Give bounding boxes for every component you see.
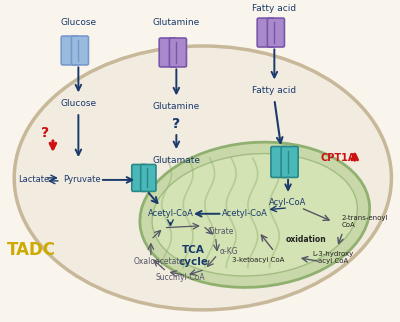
FancyBboxPatch shape xyxy=(271,147,288,177)
Text: oxidation: oxidation xyxy=(286,235,327,244)
Text: TADC: TADC xyxy=(7,241,56,259)
Ellipse shape xyxy=(140,142,370,288)
Text: ?: ? xyxy=(41,126,49,140)
Ellipse shape xyxy=(152,154,357,276)
Text: Oxaloacetate: Oxaloacetate xyxy=(133,257,184,266)
Ellipse shape xyxy=(14,46,392,310)
Text: Fatty acid: Fatty acid xyxy=(252,4,296,13)
Text: Pyruvate: Pyruvate xyxy=(64,175,101,185)
Text: Acyl-CoA: Acyl-CoA xyxy=(269,198,307,207)
Text: TCA: TCA xyxy=(182,245,204,255)
FancyBboxPatch shape xyxy=(132,165,147,191)
Text: Fatty acid: Fatty acid xyxy=(252,86,296,95)
FancyBboxPatch shape xyxy=(281,147,298,177)
FancyBboxPatch shape xyxy=(72,36,88,65)
Text: cycle: cycle xyxy=(178,257,208,267)
Text: 2-trans-enoyl
CoA: 2-trans-enoyl CoA xyxy=(342,215,388,228)
Text: Glucose: Glucose xyxy=(60,18,96,27)
FancyBboxPatch shape xyxy=(141,165,156,191)
FancyBboxPatch shape xyxy=(257,18,274,47)
Text: Acetyl-CoA: Acetyl-CoA xyxy=(222,209,268,218)
Text: Glucose: Glucose xyxy=(60,99,96,108)
Text: ?: ? xyxy=(172,117,180,131)
Text: Citrate: Citrate xyxy=(208,227,234,236)
Text: Lactate: Lactate xyxy=(18,175,49,185)
FancyBboxPatch shape xyxy=(61,36,78,65)
Text: α-KG: α-KG xyxy=(220,247,238,256)
Text: CPT1A: CPT1A xyxy=(320,153,356,163)
Text: Succinyl-CoA: Succinyl-CoA xyxy=(156,273,205,282)
FancyBboxPatch shape xyxy=(169,38,186,67)
Text: L-3-hydroxy
acyl CoA: L-3-hydroxy acyl CoA xyxy=(312,251,354,264)
Text: Acetyl-CoA: Acetyl-CoA xyxy=(148,209,194,218)
Text: Glutamine: Glutamine xyxy=(153,102,200,111)
FancyBboxPatch shape xyxy=(159,38,176,67)
Text: Glutamate: Glutamate xyxy=(152,156,200,165)
Text: Glutamine: Glutamine xyxy=(153,18,200,27)
Text: 3-ketoacyl CoA: 3-ketoacyl CoA xyxy=(232,257,284,262)
FancyBboxPatch shape xyxy=(267,18,284,47)
